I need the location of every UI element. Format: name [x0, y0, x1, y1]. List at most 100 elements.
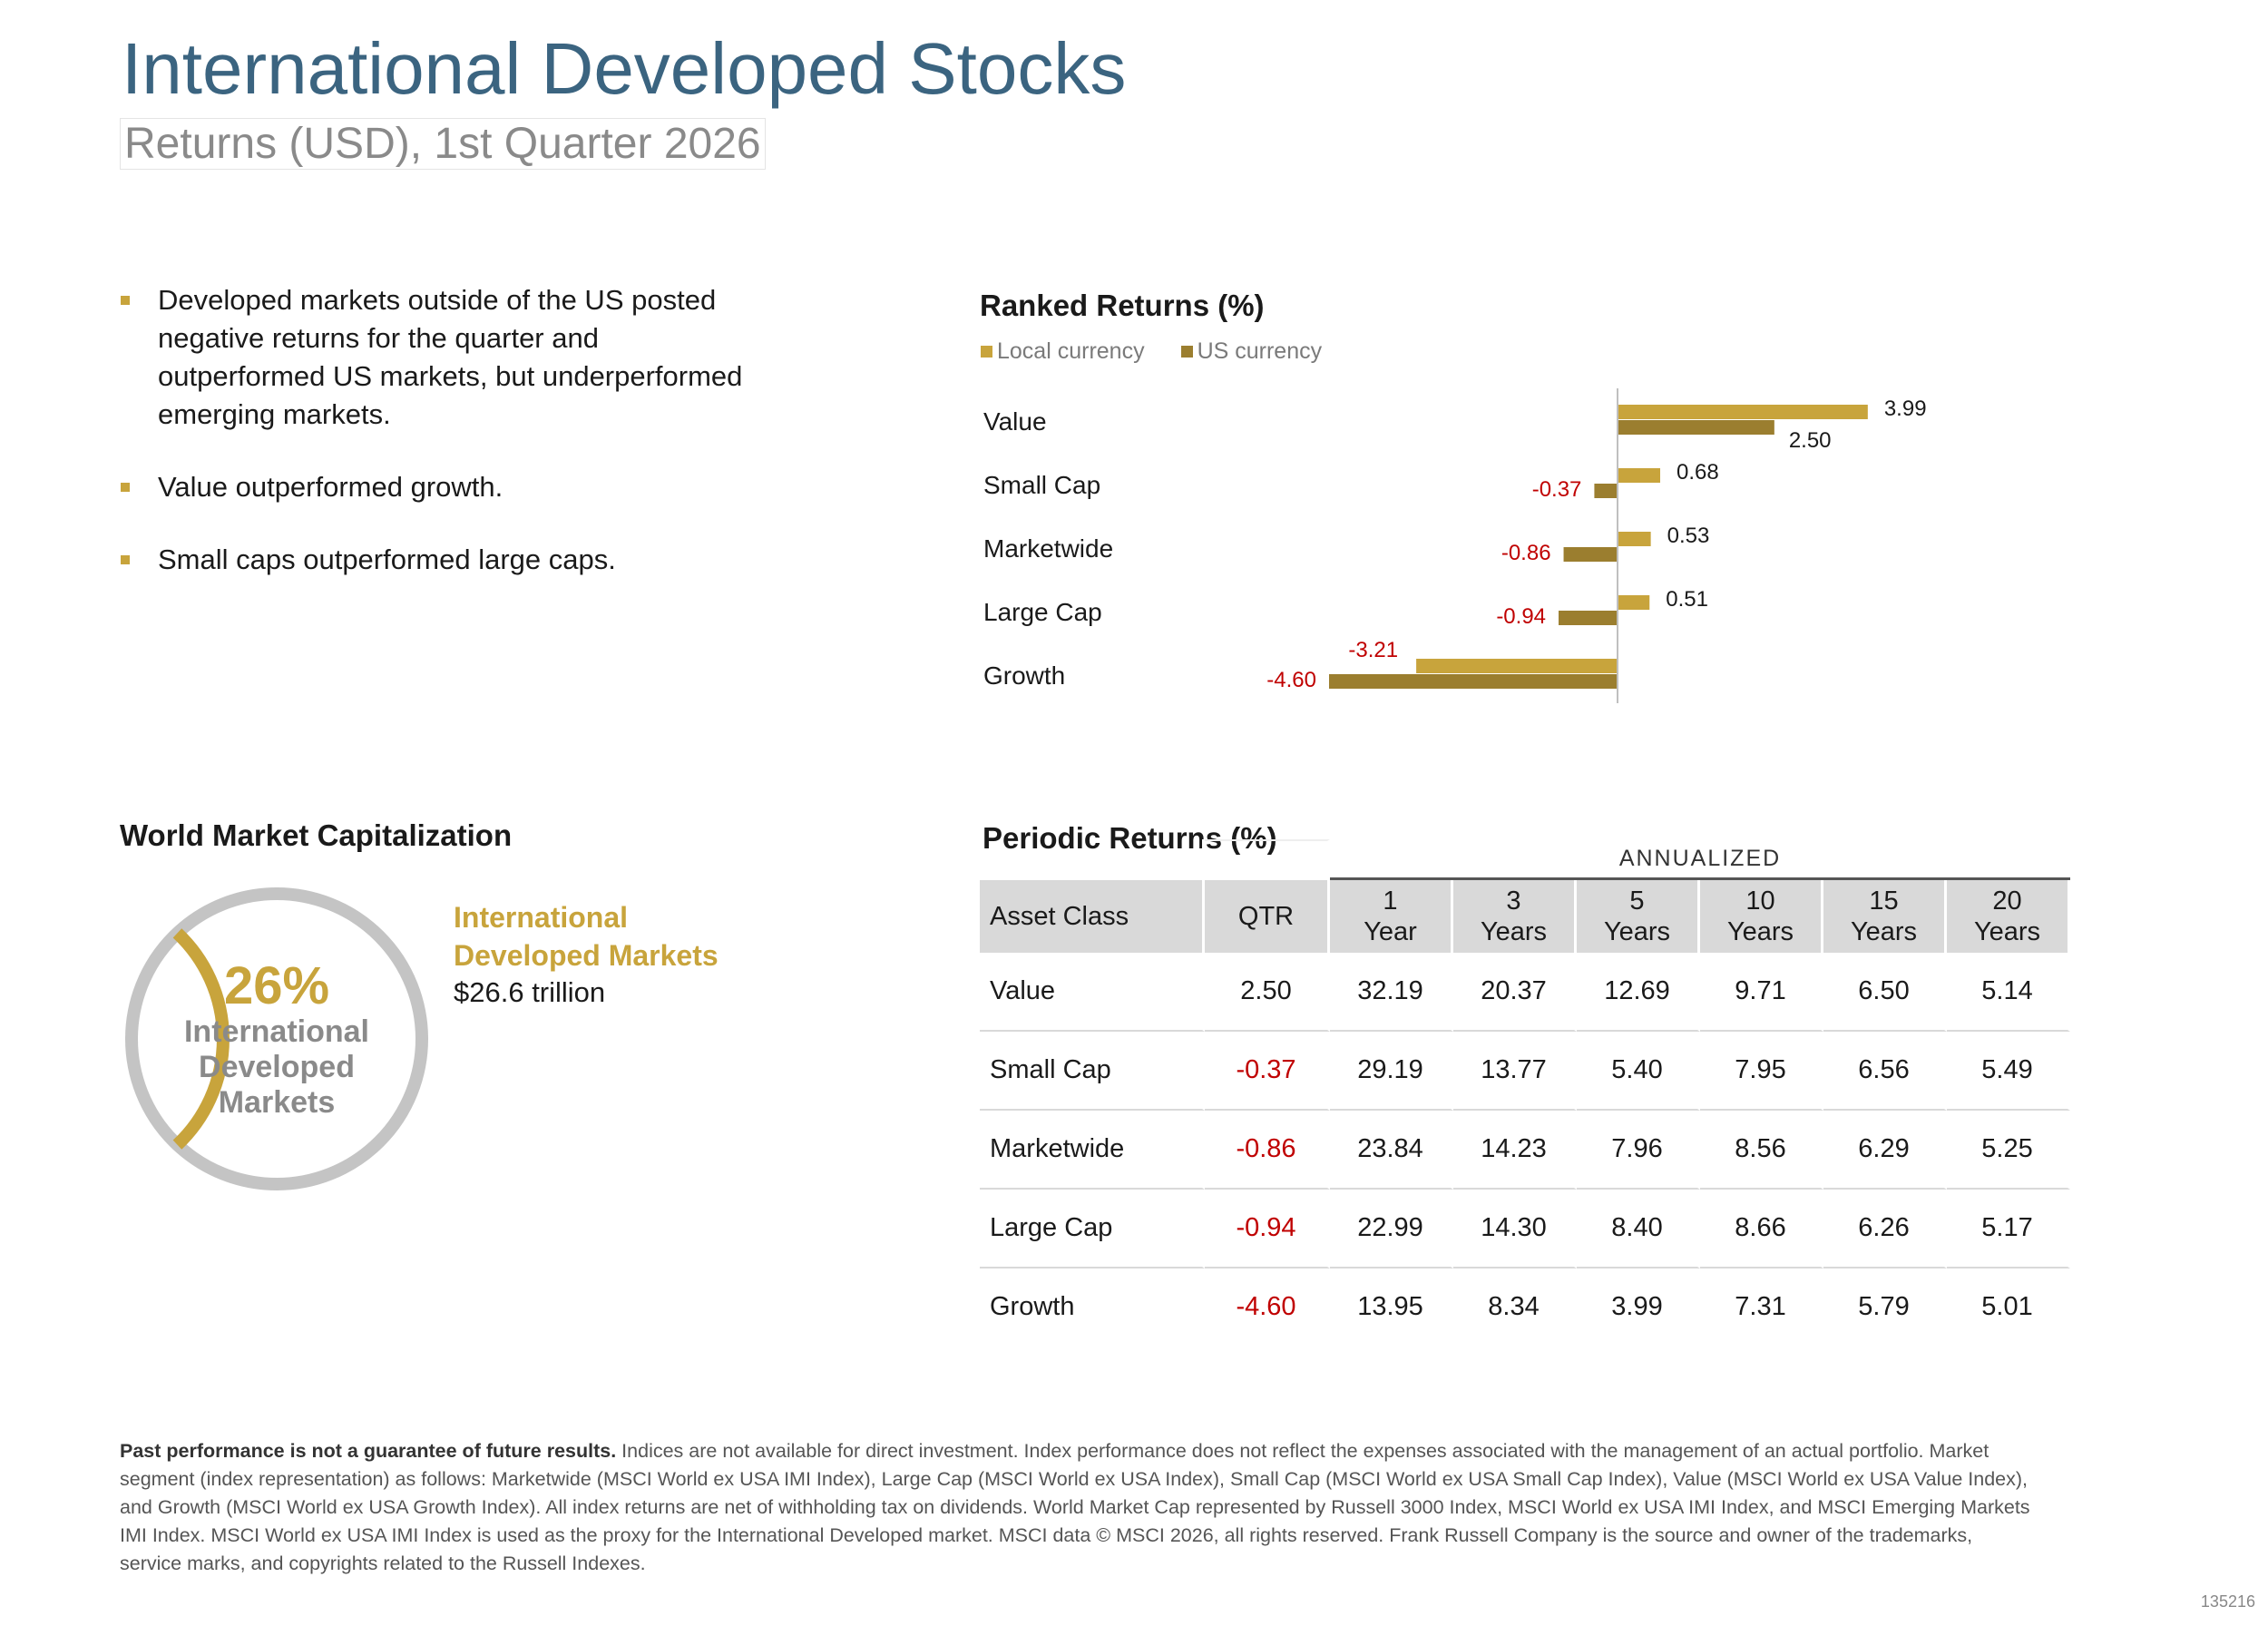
return-cell: 5.40: [1577, 1032, 1700, 1111]
bar-us-small-cap: [1594, 484, 1618, 498]
key-point: Small caps outperformed large caps.: [118, 541, 771, 579]
return-cell: 23.84: [1330, 1111, 1453, 1190]
qtr-cell: -0.37: [1205, 1032, 1330, 1111]
data-label: 0.51: [1666, 587, 1708, 612]
data-label: 3.99: [1884, 397, 1927, 421]
return-cell: 13.77: [1453, 1032, 1577, 1111]
qtr-cell: -4.60: [1205, 1268, 1330, 1346]
period-header: 15 Years: [1823, 880, 1947, 953]
category-label: Marketwide: [983, 534, 1113, 563]
asset-class-cell: Growth: [980, 1268, 1205, 1346]
return-cell: 5.01: [1947, 1268, 2070, 1346]
data-label: 2.50: [1789, 428, 1832, 453]
return-cell: 8.40: [1577, 1190, 1700, 1268]
table-row: Growth -4.60 13.95 8.34 3.99 7.31 5.79 5.01: [980, 1268, 2070, 1346]
table-row: Small Cap -0.37 29.19 13.77 5.40 7.95 6.56 5.49: [980, 1032, 2070, 1111]
key-points-list: Developed markets outside of the US post…: [118, 281, 771, 613]
footnote-bold: Past performance is not a guarantee of f…: [120, 1440, 617, 1462]
column-header-row: Asset Class QTR 1 Year 3 Years 5 Years 10 Ye…: [980, 880, 2070, 953]
bar-local-growth: [1416, 659, 1618, 673]
market-cap-label-line: International: [454, 901, 629, 934]
table-row: Large Cap -0.94 22.99 14.30 8.40 8.66 6.26 5.17: [980, 1190, 2070, 1268]
return-cell: 7.96: [1577, 1111, 1700, 1190]
period-number: 10: [1745, 886, 1775, 916]
bar-us-large-cap: [1559, 611, 1618, 625]
return-cell: 6.56: [1823, 1032, 1947, 1111]
market-cap-value: $26.6 trillion: [454, 976, 606, 1008]
return-cell: 13.95: [1330, 1268, 1453, 1346]
donut-center-line: Markets: [218, 1085, 336, 1121]
bar-local-marketwide: [1618, 532, 1651, 546]
period-unit: Years: [1973, 917, 2041, 946]
footnote-text: Indices are not available for direct inv…: [120, 1440, 2030, 1574]
ranked-returns-title: Ranked Returns (%): [980, 289, 1265, 322]
qtr-header: QTR: [1205, 880, 1330, 953]
category-label: Growth: [983, 661, 1065, 690]
return-cell: 8.34: [1453, 1268, 1577, 1346]
data-label: -4.60: [1266, 668, 1316, 692]
legend-swatch-us: [1180, 346, 1193, 358]
period-number: 20: [1992, 886, 2022, 916]
data-label: -0.37: [1532, 477, 1582, 502]
page-subtitle: Returns (USD), 1st Quarter 2026: [120, 118, 766, 171]
bar-local-large-cap: [1618, 595, 1650, 610]
legend-label-local: Local currency: [997, 338, 1145, 364]
donut-track: [125, 887, 428, 1190]
market-cap-label: International Developed Markets: [454, 898, 719, 975]
asset-class-cell: Marketwide: [980, 1111, 1205, 1190]
return-cell: 5.49: [1947, 1032, 2070, 1111]
donut-center-line: International: [183, 1014, 370, 1050]
period-number: 15: [1869, 886, 1899, 916]
period-number: 5: [1629, 886, 1645, 916]
key-point: Developed markets outside of the US post…: [118, 281, 771, 434]
table-row: Value 2.50 32.19 20.37 12.69 9.71 6.50 5.14: [980, 953, 2070, 1032]
period-header: 10 Years: [1700, 880, 1823, 953]
return-cell: 14.30: [1453, 1190, 1577, 1268]
return-cell: 14.23: [1453, 1111, 1577, 1190]
periodic-returns-table: ANNUALIZED Asset Class QTR 1 Year 3 Years …: [980, 839, 2070, 1346]
market-cap-donut: 26% International Developed Markets: [118, 880, 435, 1202]
return-cell: 7.95: [1700, 1032, 1823, 1111]
legend-us-currency: US currency: [1180, 338, 1323, 364]
return-cell: 6.50: [1823, 953, 1947, 1032]
qtr-cell: -0.94: [1205, 1190, 1330, 1268]
return-cell: 29.19: [1330, 1032, 1453, 1111]
asset-class-header: Asset Class: [980, 880, 1205, 953]
return-cell: 5.17: [1947, 1190, 2070, 1268]
data-label: 0.68: [1677, 460, 1719, 485]
asset-class-cell: Value: [980, 953, 1205, 1032]
donut-percent: 26%: [223, 955, 330, 1015]
table-row: Marketwide -0.86 23.84 14.23 7.96 8.56 6.29 5.2…: [980, 1111, 2070, 1190]
return-cell: 8.56: [1700, 1111, 1823, 1190]
chart-legend: Local currency US currency: [981, 338, 1358, 365]
period-unit: Years: [1850, 917, 1918, 946]
category-label: Value: [983, 407, 1047, 436]
disclosure-footnote: Past performance is not a guarantee of f…: [120, 1437, 2034, 1578]
category-label: Small Cap: [983, 471, 1100, 499]
donut-segment-international: [172, 928, 230, 1150]
asset-class-cell: Large Cap: [980, 1190, 1205, 1268]
bar-local-small-cap: [1618, 468, 1661, 483]
asset-class-cell: Small Cap: [980, 1032, 1205, 1111]
donut-chart: [125, 887, 428, 1190]
return-cell: 20.37: [1453, 953, 1577, 1032]
legend-label-us: US currency: [1197, 338, 1323, 364]
qtr-cell: 2.50: [1205, 953, 1330, 1032]
period-number: 1: [1383, 886, 1398, 916]
data-label: -0.86: [1501, 541, 1551, 565]
period-unit: Years: [1603, 917, 1671, 946]
return-cell: 32.19: [1330, 953, 1453, 1032]
annualized-header-row: ANNUALIZED: [980, 839, 2070, 880]
market-cap-label-line: Developed Markets: [454, 939, 719, 972]
annualized-label: ANNUALIZED: [1330, 839, 2070, 880]
category-label: Large Cap: [983, 598, 1102, 626]
donut-center-line: Developed: [199, 1050, 355, 1085]
bar-local-value: [1618, 405, 1868, 419]
bar-us-value: [1618, 420, 1774, 435]
period-unit: Years: [1480, 917, 1548, 946]
donut-center-label: 26% International Developed Markets: [118, 880, 435, 1198]
return-cell: 8.66: [1700, 1190, 1823, 1268]
return-cell: 7.31: [1700, 1268, 1823, 1346]
bar-us-marketwide: [1563, 547, 1618, 562]
data-label: -3.21: [1348, 638, 1398, 662]
